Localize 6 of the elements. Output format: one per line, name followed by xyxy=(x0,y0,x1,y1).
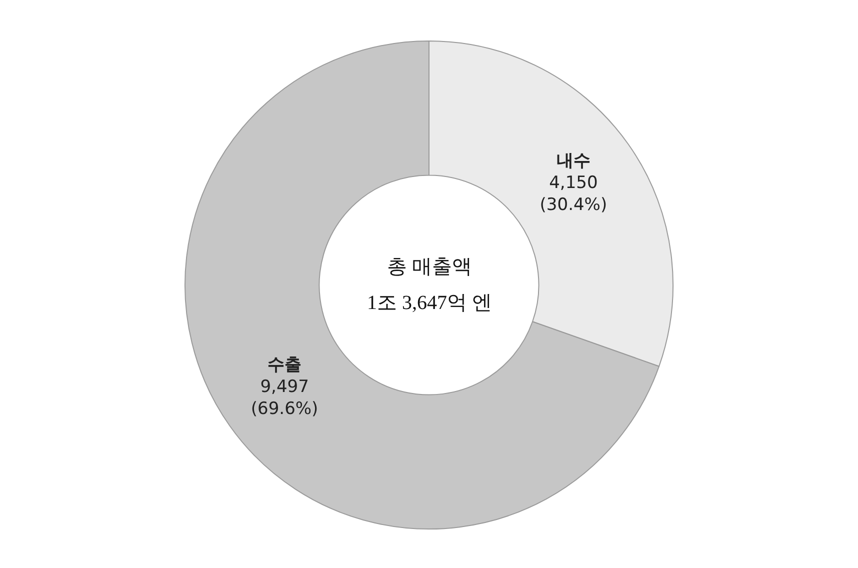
text: 1조 3,647억 엔 xyxy=(367,292,492,314)
slice-label: 수출 xyxy=(268,355,302,376)
data-label: 4,150 (30.4%) xyxy=(540,172,608,215)
data-label: 9,497 (69.6%) xyxy=(250,377,318,420)
text: 총 매출액 xyxy=(387,256,472,278)
slice-label: 내수 xyxy=(556,150,590,171)
